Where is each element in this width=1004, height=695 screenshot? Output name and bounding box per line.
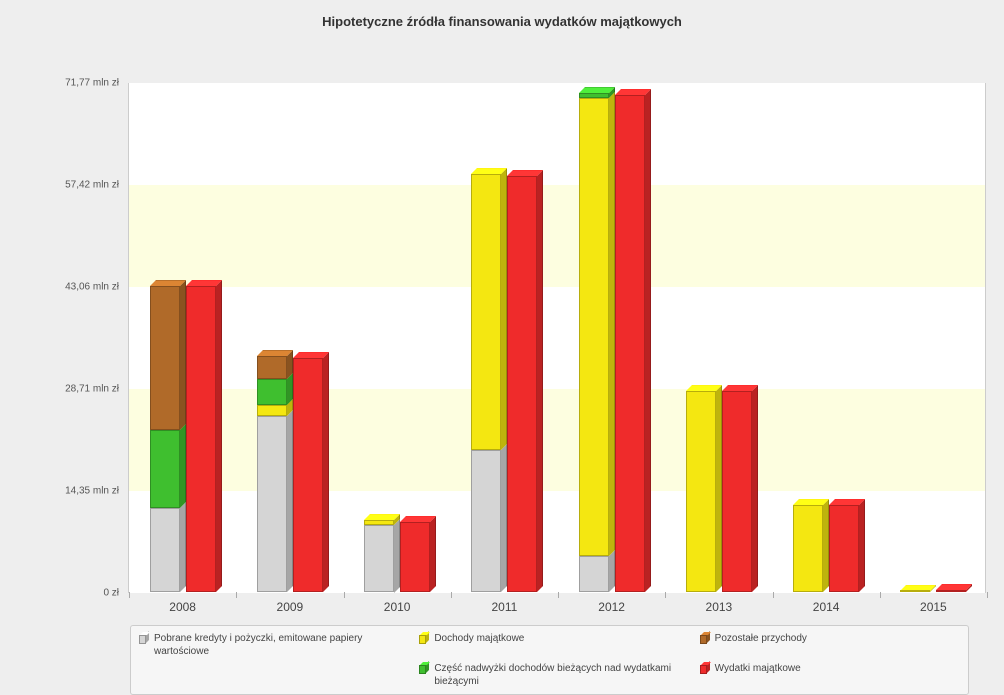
bar-wydatki: [400, 522, 430, 592]
x-tick: [665, 592, 666, 598]
bar-kredyty: [257, 416, 287, 592]
legend-swatch: [139, 633, 148, 644]
x-tick-label: 2010: [384, 600, 411, 614]
bar-nadwyzka: [579, 93, 609, 98]
legend-item-dochody: Dochody majątkowe: [419, 632, 679, 658]
bar-dochody: [579, 98, 609, 556]
y-tick-label: 57,42 mln zł: [29, 179, 119, 190]
x-tick: [236, 592, 237, 598]
x-tick: [558, 592, 559, 598]
legend-swatch: [700, 633, 709, 644]
legend-item-kredyty: Pobrane kredyty i pożyczki, emitowane pa…: [139, 632, 399, 658]
bar-dochody: [471, 174, 501, 450]
legend-label: Wydatki majątkowe: [715, 662, 801, 675]
x-tick-label: 2011: [491, 600, 517, 614]
x-tick-label: 2013: [706, 600, 733, 614]
x-tick-label: 2012: [598, 600, 625, 614]
legend-item-nadwyzka: Część nadwyżki dochodów bieżących nad wy…: [419, 662, 679, 688]
plot-area: 0 zł14,35 mln zł28,71 mln zł43,06 mln zł…: [128, 83, 986, 593]
chart-title: Hipotetyczne źródła finansowania wydatkó…: [0, 0, 1004, 37]
grid-band: [129, 83, 985, 185]
bar-wydatki: [722, 391, 752, 592]
x-tick-label: 2009: [277, 600, 304, 614]
bar-dochody: [364, 520, 394, 525]
bar-wydatki: [186, 286, 216, 592]
y-tick-label: 28,71 mln zł: [29, 383, 119, 394]
legend-label: Dochody majątkowe: [434, 632, 524, 645]
x-tick-label: 2008: [169, 600, 196, 614]
y-tick-label: 14,35 mln zł: [29, 486, 119, 497]
legend-item-wydatki: Wydatki majątkowe: [700, 662, 960, 688]
x-tick: [773, 592, 774, 598]
bar-dochody: [900, 591, 930, 592]
bar-dochody: [793, 505, 823, 592]
bar-kredyty: [150, 508, 180, 592]
bar-nadwyzka: [257, 379, 287, 405]
bar-wydatki: [507, 176, 537, 592]
x-tick-label: 2015: [920, 600, 947, 614]
legend-swatch: [700, 663, 709, 674]
y-tick-label: 43,06 mln zł: [29, 282, 119, 293]
bar-wydatki: [829, 505, 859, 592]
bar-nadwyzka: [150, 430, 180, 508]
bar-kredyty: [579, 556, 609, 592]
bar-pozostale: [257, 356, 287, 379]
legend-label: Pobrane kredyty i pożyczki, emitowane pa…: [154, 632, 399, 658]
legend-label: Część nadwyżki dochodów bieżących nad wy…: [434, 662, 679, 688]
legend-label: Pozostałe przychody: [715, 632, 807, 645]
x-tick: [129, 592, 130, 598]
chart-area: 0 zł 14,35 mln zł 28,71 mln zł 43,06 mln zł…: [20, 37, 984, 683]
legend-swatch: [419, 663, 428, 674]
bar-pozostale: [150, 286, 180, 430]
legend-swatch: [419, 633, 428, 644]
x-tick: [880, 592, 881, 598]
legend: Pobrane kredyty i pożyczki, emitowane pa…: [130, 625, 969, 695]
x-tick-label: 2014: [813, 600, 840, 614]
legend-item-pozostale: Pozostałe przychody: [700, 632, 960, 658]
x-tick: [987, 592, 988, 598]
y-tick-label: 71,77 mln zł: [29, 78, 119, 89]
bar-kredyty: [364, 525, 394, 593]
x-tick: [344, 592, 345, 598]
bar-dochody: [686, 391, 716, 592]
bar-wydatki: [615, 95, 645, 592]
x-tick: [451, 592, 452, 598]
bar-wydatki: [293, 358, 323, 592]
bar-wydatki: [936, 590, 966, 592]
y-tick-label: 0 zł: [29, 588, 119, 599]
bar-dochody: [257, 405, 287, 416]
bar-kredyty: [471, 450, 501, 592]
grid-band: [129, 185, 985, 287]
legend-spacer: [139, 662, 399, 688]
